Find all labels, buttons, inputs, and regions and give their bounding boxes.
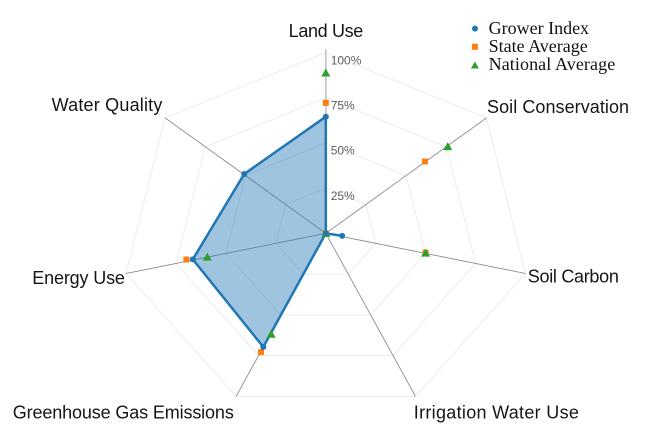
svg-text:Irrigation Water Use: Irrigation Water Use — [414, 403, 579, 423]
svg-text:50%: 50% — [331, 144, 355, 158]
svg-text:Land Use: Land Use — [289, 21, 364, 41]
svg-text:25%: 25% — [331, 189, 355, 203]
svg-text:Water Quality: Water Quality — [52, 95, 163, 115]
svg-text:Grower Index: Grower Index — [489, 18, 589, 38]
svg-text:Soil Carbon: Soil Carbon — [528, 267, 619, 287]
svg-text:100%: 100% — [331, 53, 362, 67]
svg-text:State Average: State Average — [489, 36, 588, 56]
svg-text:Soil Conservation: Soil Conservation — [487, 97, 629, 117]
svg-text:Greenhouse Gas Emissions: Greenhouse Gas Emissions — [13, 403, 234, 423]
svg-text:National Average: National Average — [489, 54, 616, 74]
svg-text:Energy Use: Energy Use — [32, 268, 125, 288]
svg-text:75%: 75% — [331, 99, 355, 113]
